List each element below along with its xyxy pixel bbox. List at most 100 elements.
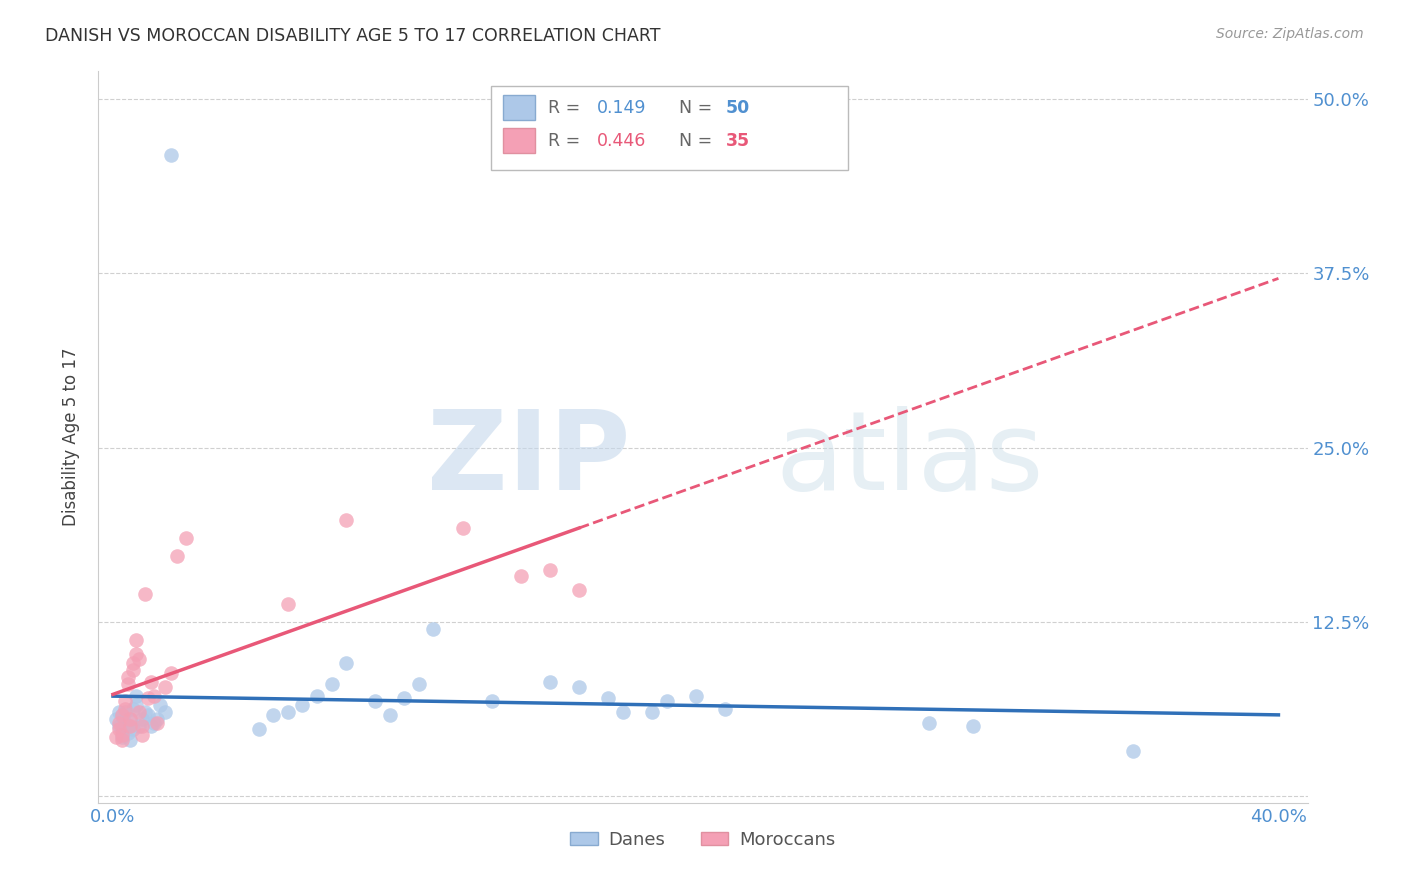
- Point: [139, 674, 162, 689]
- Point: [117, 726, 139, 740]
- Point: [335, 657, 357, 671]
- Point: [655, 694, 678, 708]
- FancyBboxPatch shape: [503, 95, 534, 120]
- Point: [378, 708, 401, 723]
- Point: [145, 712, 167, 726]
- Point: [114, 716, 136, 731]
- Point: [122, 657, 145, 671]
- Point: [108, 716, 131, 731]
- Point: [120, 712, 142, 726]
- Point: [509, 568, 531, 582]
- Point: [117, 719, 139, 733]
- Text: N =: N =: [679, 132, 717, 150]
- FancyBboxPatch shape: [503, 128, 534, 153]
- Text: 50: 50: [725, 99, 751, 117]
- Point: [291, 698, 314, 713]
- Point: [136, 708, 159, 723]
- Point: [134, 705, 156, 719]
- Point: [125, 647, 148, 661]
- Point: [408, 677, 430, 691]
- Point: [122, 722, 145, 736]
- Point: [120, 719, 142, 733]
- Point: [277, 597, 299, 611]
- Point: [114, 702, 136, 716]
- Point: [962, 719, 984, 733]
- Point: [568, 680, 591, 694]
- Text: 0.446: 0.446: [596, 132, 645, 150]
- Point: [714, 702, 737, 716]
- Point: [117, 677, 139, 691]
- Point: [104, 731, 127, 745]
- Point: [114, 705, 136, 719]
- Y-axis label: Disability Age 5 to 17: Disability Age 5 to 17: [62, 348, 80, 526]
- Point: [481, 694, 503, 708]
- Point: [111, 722, 134, 736]
- Point: [134, 587, 156, 601]
- Point: [1122, 744, 1144, 758]
- Point: [394, 691, 416, 706]
- Text: ZIP: ZIP: [427, 406, 630, 513]
- Point: [918, 716, 941, 731]
- Point: [128, 705, 150, 719]
- Point: [568, 582, 591, 597]
- Point: [104, 712, 127, 726]
- Point: [305, 689, 328, 703]
- Text: N =: N =: [679, 99, 717, 117]
- Point: [262, 708, 284, 723]
- Point: [538, 563, 561, 577]
- Point: [111, 733, 134, 747]
- Point: [139, 719, 162, 733]
- Point: [122, 664, 145, 678]
- Text: Source: ZipAtlas.com: Source: ZipAtlas.com: [1216, 27, 1364, 41]
- Text: atlas: atlas: [776, 406, 1045, 513]
- Point: [364, 694, 387, 708]
- Point: [451, 521, 474, 535]
- Point: [598, 691, 620, 706]
- Point: [612, 705, 634, 719]
- Point: [111, 727, 134, 741]
- FancyBboxPatch shape: [492, 86, 848, 170]
- Point: [538, 674, 561, 689]
- Point: [125, 698, 148, 713]
- Point: [247, 722, 270, 736]
- Point: [142, 689, 165, 703]
- Point: [160, 148, 183, 162]
- Point: [122, 702, 145, 716]
- Point: [128, 652, 150, 666]
- Point: [111, 731, 134, 745]
- Point: [685, 689, 707, 703]
- Text: 0.149: 0.149: [596, 99, 647, 117]
- Point: [641, 705, 664, 719]
- Point: [277, 705, 299, 719]
- Legend: Danes, Moroccans: Danes, Moroccans: [564, 823, 842, 856]
- Point: [120, 733, 142, 747]
- Point: [166, 549, 188, 564]
- Point: [125, 689, 148, 703]
- Point: [111, 708, 134, 723]
- Point: [149, 698, 172, 713]
- Point: [131, 712, 153, 726]
- Point: [108, 705, 131, 719]
- Point: [125, 632, 148, 647]
- Point: [117, 670, 139, 684]
- Point: [155, 680, 177, 694]
- Point: [120, 712, 142, 726]
- Text: DANISH VS MOROCCAN DISABILITY AGE 5 TO 17 CORRELATION CHART: DANISH VS MOROCCAN DISABILITY AGE 5 TO 1…: [45, 27, 661, 45]
- Point: [128, 719, 150, 733]
- Point: [131, 719, 153, 733]
- Point: [108, 722, 131, 736]
- Point: [422, 622, 444, 636]
- Text: 35: 35: [725, 132, 749, 150]
- Point: [142, 716, 165, 731]
- Point: [321, 677, 343, 691]
- Point: [160, 666, 183, 681]
- Point: [114, 694, 136, 708]
- Text: R =: R =: [548, 132, 586, 150]
- Point: [108, 719, 131, 733]
- Point: [111, 708, 134, 723]
- Text: R =: R =: [548, 99, 586, 117]
- Point: [145, 716, 167, 731]
- Point: [174, 531, 197, 545]
- Point: [335, 513, 357, 527]
- Point: [131, 727, 153, 741]
